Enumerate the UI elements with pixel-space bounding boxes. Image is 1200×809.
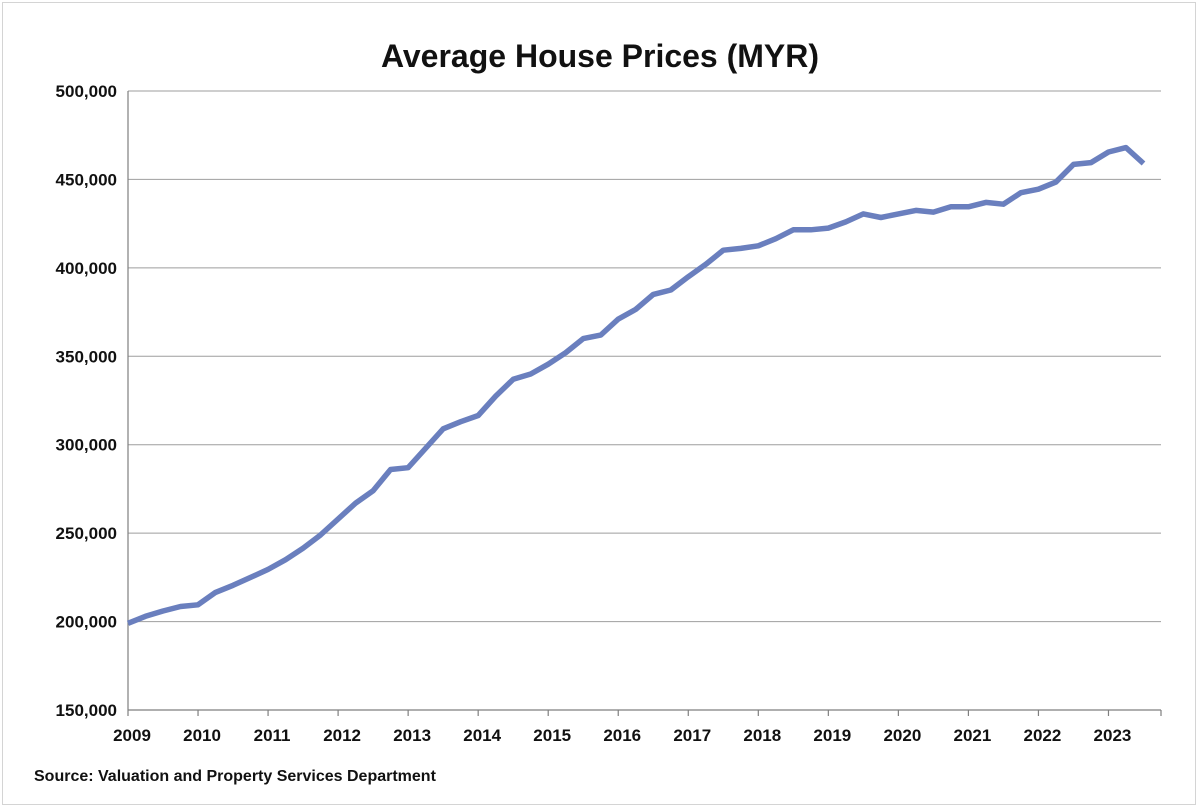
- x-tick-label: 2015: [533, 726, 571, 745]
- line-chart: Average House Prices (MYR) 150,000 200,00…: [34, 38, 1162, 785]
- gridlines: [128, 90, 1161, 623]
- x-tick-label: 2023: [1094, 726, 1132, 745]
- y-tick-label: 400,000: [56, 259, 117, 278]
- x-tick-label: 2022: [1024, 726, 1062, 745]
- y-tick-label: 150,000: [56, 701, 117, 720]
- axes: [127, 91, 1162, 716]
- y-tick-label: 200,000: [56, 613, 117, 632]
- x-tick-label: 2010: [183, 726, 221, 745]
- x-tick-label: 2018: [743, 726, 781, 745]
- x-tick-label: 2009: [113, 726, 151, 745]
- x-tick-label: 2013: [393, 726, 431, 745]
- x-axis-tick-labels: 2009 2010 2011 2012 2013 2014 2015 2016 2017 2018…: [113, 726, 1131, 745]
- y-tick-label: 250,000: [56, 524, 117, 543]
- chart-title: Average House Prices (MYR): [381, 38, 819, 74]
- y-tick-label: 350,000: [56, 347, 117, 366]
- y-tick-label: 450,000: [56, 170, 117, 189]
- source-note: Source: Valuation and Property Services …: [34, 768, 437, 785]
- x-tick-label: 2017: [673, 726, 711, 745]
- y-tick-label: 500,000: [56, 82, 117, 101]
- y-axis-tick-labels: 150,000 200,000 250,000 300,000 350,000 400,0…: [56, 82, 117, 720]
- x-tick-label: 2012: [323, 726, 361, 745]
- x-tick-label: 2011: [254, 726, 291, 745]
- x-tick-label: 2021: [953, 726, 991, 745]
- x-tick-label: 2014: [463, 726, 501, 745]
- y-tick-label: 300,000: [56, 436, 117, 455]
- x-tick-label: 2016: [603, 726, 641, 745]
- x-tick-label: 2020: [883, 726, 921, 745]
- series-line: [126, 144, 1146, 626]
- series-layer: [126, 144, 1146, 626]
- x-tick-label: 2019: [813, 726, 851, 745]
